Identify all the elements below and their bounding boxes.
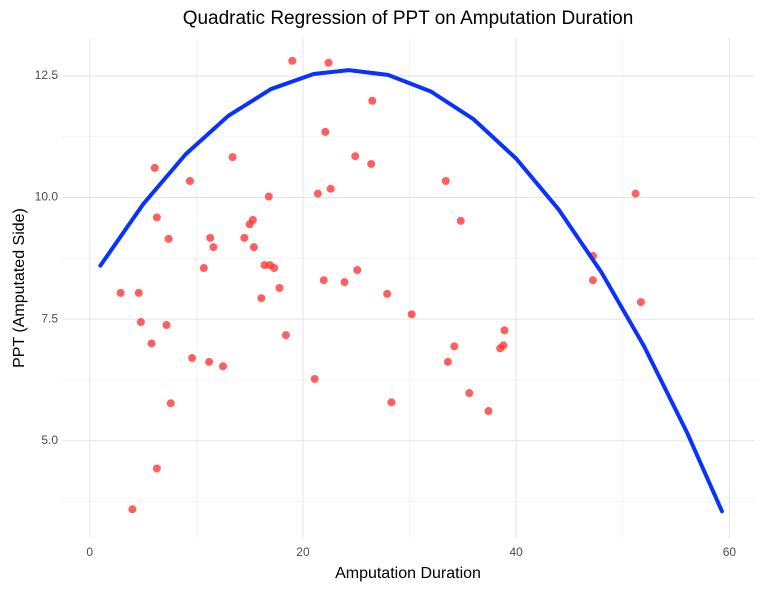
y-tick-label: 5.0 — [41, 433, 58, 447]
point — [383, 289, 392, 298]
point — [199, 264, 208, 273]
point — [116, 288, 125, 297]
point — [209, 243, 218, 252]
point — [136, 318, 145, 327]
point — [319, 276, 328, 285]
point — [310, 374, 319, 383]
x-tick-label: 60 — [723, 545, 737, 559]
point — [636, 298, 645, 307]
point — [206, 233, 215, 242]
point — [264, 192, 273, 201]
point — [205, 357, 214, 366]
point — [152, 464, 161, 473]
point — [249, 243, 258, 252]
y-axis-title: PPT (Amputated Side) — [11, 208, 28, 368]
regression-line — [98, 68, 724, 514]
point — [496, 344, 505, 353]
point — [450, 342, 459, 351]
point — [152, 213, 161, 222]
x-tick-label: 40 — [510, 545, 524, 559]
point — [166, 399, 175, 408]
point — [407, 310, 416, 319]
point — [245, 220, 254, 229]
point — [353, 266, 362, 275]
point — [441, 176, 450, 185]
point — [313, 189, 322, 198]
chart-title: Quadratic Regression of PPT on Amputatio… — [183, 8, 634, 29]
point — [324, 58, 333, 67]
point — [128, 505, 137, 514]
point — [465, 389, 474, 398]
point — [484, 407, 493, 416]
x-axis-title: Amputation Duration — [335, 565, 481, 582]
point — [147, 339, 156, 348]
point — [456, 216, 465, 225]
point — [288, 56, 297, 65]
point — [500, 326, 509, 335]
point — [631, 189, 640, 198]
y-tick-label: 10.0 — [35, 190, 59, 204]
point — [228, 153, 237, 162]
point — [162, 320, 171, 329]
point — [218, 362, 227, 371]
point — [270, 264, 279, 273]
point — [340, 278, 349, 287]
point — [387, 398, 396, 407]
point — [150, 163, 159, 172]
point — [281, 331, 290, 340]
point — [368, 96, 377, 105]
point — [134, 288, 143, 297]
y-tick-label: 7.5 — [41, 311, 58, 325]
point — [275, 284, 284, 292]
point — [240, 233, 249, 242]
point — [351, 152, 360, 161]
point — [321, 127, 330, 136]
point — [588, 276, 597, 285]
x-tick-label: 20 — [296, 545, 310, 559]
point — [257, 294, 266, 303]
x-tick-label: 0 — [86, 545, 93, 559]
point — [326, 184, 335, 193]
point — [164, 234, 173, 243]
point — [367, 159, 376, 168]
point — [188, 354, 197, 363]
y-tick-label: 12.5 — [35, 68, 59, 82]
point — [185, 176, 194, 185]
point — [443, 357, 452, 366]
